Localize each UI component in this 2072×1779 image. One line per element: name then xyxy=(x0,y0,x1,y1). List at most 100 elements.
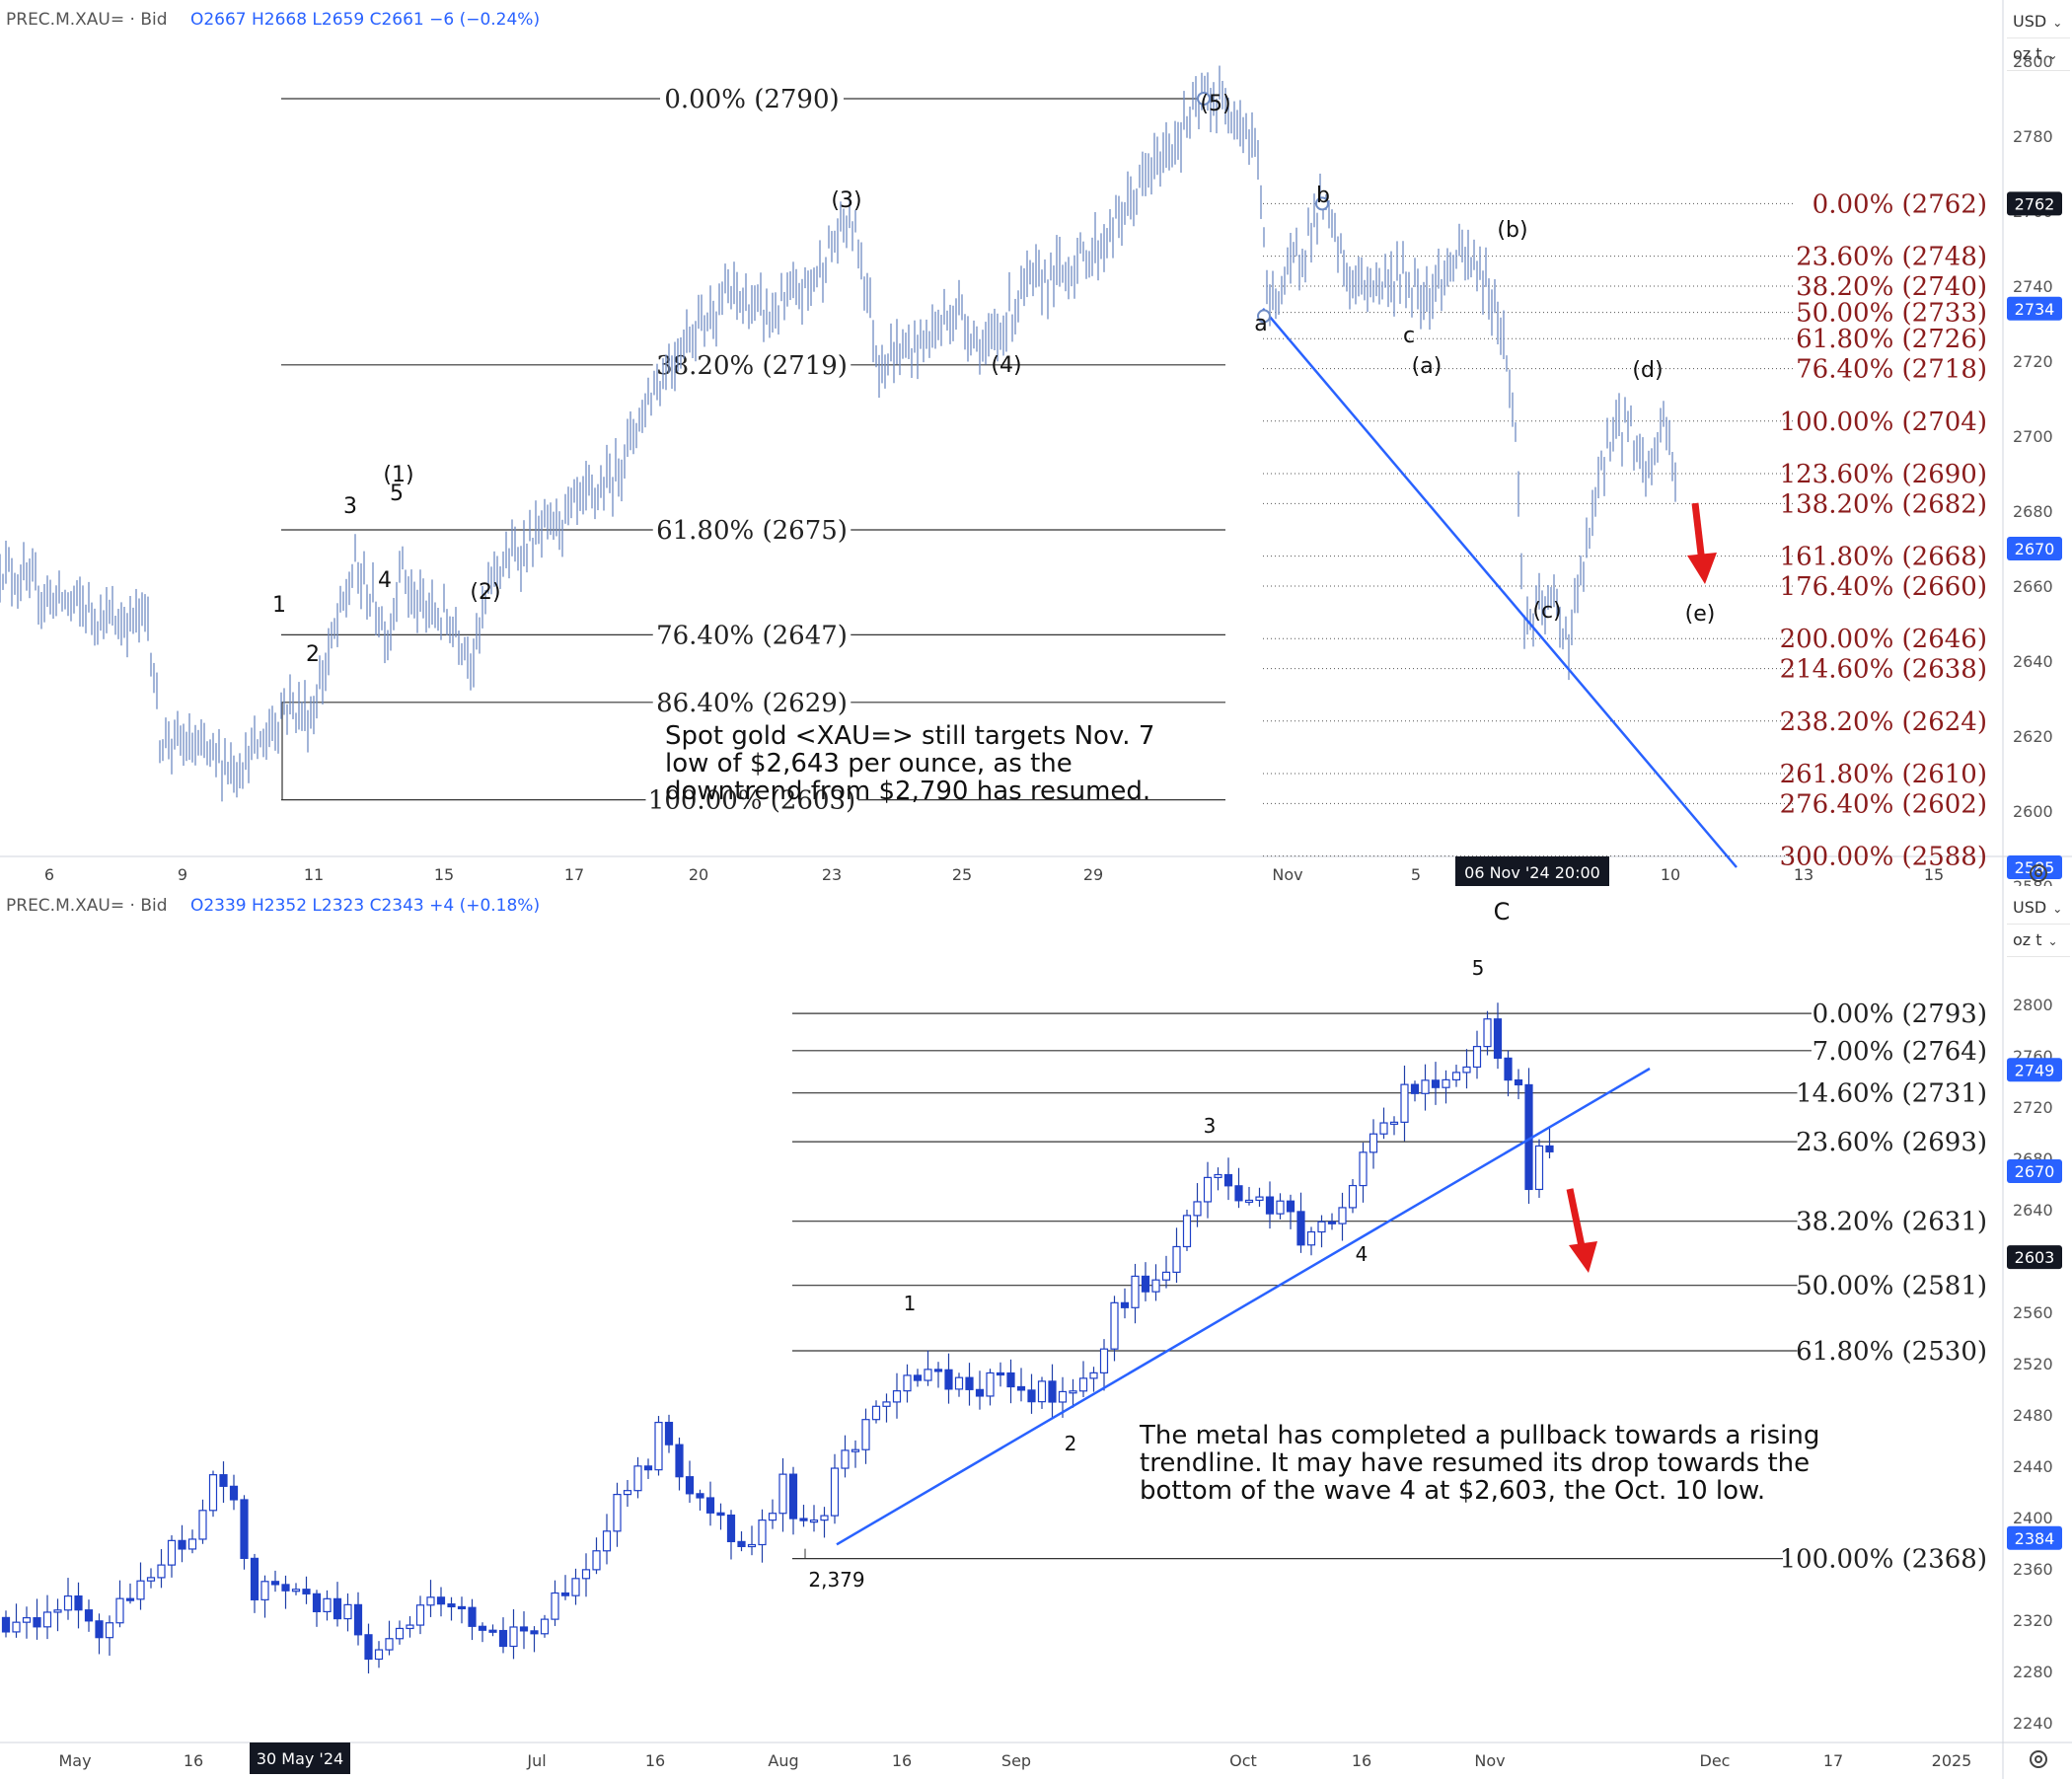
price-tick-label: 2360 xyxy=(2013,1560,2053,1579)
wave-label: 2 xyxy=(306,642,320,667)
candle-body xyxy=(1431,1079,1441,1088)
bottom-chart-panel[interactable]: 2800276027202680264026002560252024802440… xyxy=(0,886,2072,1779)
candle-body xyxy=(685,1476,695,1495)
candle-body xyxy=(115,1597,124,1624)
candle-body xyxy=(406,1624,414,1630)
candle-body xyxy=(778,1473,787,1515)
fib-level-label: 38.20% (2719) xyxy=(656,351,848,381)
top-chart-panel[interactable]: 2800278027602740272027002680266026402620… xyxy=(0,0,2072,886)
candle-body xyxy=(820,1515,829,1521)
top-weight-select[interactable]: oz t ⌄ xyxy=(2007,38,2070,71)
candle-body xyxy=(167,1539,177,1566)
candle-body xyxy=(1317,1221,1326,1233)
candle-body xyxy=(509,1626,518,1648)
fib-level-label: 7.00% (2764) xyxy=(1813,1037,1987,1067)
price-tick-label: 2800 xyxy=(2013,52,2053,71)
fib-level-label: 76.40% (2647) xyxy=(656,621,848,650)
candle-body xyxy=(1286,1200,1295,1213)
fib-ext-label: 276.40% (2602) xyxy=(1780,789,1987,819)
fib-ext-label: 61.80% (2726) xyxy=(1796,325,1987,354)
top-price-source: Bid xyxy=(140,10,168,30)
candle-body xyxy=(954,1376,964,1390)
candle-body xyxy=(592,1550,601,1571)
wave-label: C xyxy=(1494,898,1511,926)
candle-body xyxy=(498,1629,508,1648)
candle-body xyxy=(1244,1199,1254,1204)
candle-body xyxy=(415,1604,425,1626)
candle-body xyxy=(643,1465,653,1471)
candle-body xyxy=(1410,1083,1420,1094)
gear-icon-ring xyxy=(2030,1750,2047,1768)
candle-body xyxy=(22,1617,32,1623)
candle-body xyxy=(374,1649,384,1661)
wave-label: b xyxy=(1316,184,1330,208)
time-tick-label: 25 xyxy=(952,865,972,884)
candle-body xyxy=(291,1589,301,1593)
daily-candlestick-chart[interactable]: 2800276027202680264026002560252024802440… xyxy=(0,886,2072,1779)
candle-body xyxy=(913,1374,923,1381)
fib-ext-label: 50.00% (2733) xyxy=(1796,299,1987,329)
fib-level-label: 0.00% (2793) xyxy=(1813,1000,1987,1029)
chevron-down-icon: ⌄ xyxy=(2047,48,2058,62)
candle-body xyxy=(933,1369,943,1372)
candle-body xyxy=(250,1557,259,1600)
wave-label: 2 xyxy=(1065,1432,1077,1455)
bottom-weight-select[interactable]: oz t ⌄ xyxy=(2007,925,2070,957)
candle-body xyxy=(1400,1083,1409,1123)
candle-body xyxy=(1223,1173,1233,1187)
price-badge xyxy=(2007,537,2062,560)
fib-label-bg xyxy=(660,85,844,112)
candle-body xyxy=(861,1419,870,1450)
bottom-unit-selector[interactable]: USD ⌄ oz t ⌄ xyxy=(2007,892,2070,957)
top-currency-select[interactable]: USD ⌄ xyxy=(2007,6,2070,38)
candle-body xyxy=(323,1597,332,1613)
candle-body xyxy=(1296,1211,1305,1246)
candle-body xyxy=(571,1578,580,1596)
time-tick-label: 10 xyxy=(1661,865,1680,884)
fib-ext-label: 123.60% (2690) xyxy=(1780,460,1987,489)
price-badge-label: 2603 xyxy=(2015,1248,2055,1267)
wave-label: (4) xyxy=(991,353,1021,378)
wave-label: (d) xyxy=(1632,358,1663,383)
fib-level-label: 38.20% (2631) xyxy=(1796,1208,1987,1237)
candle-body xyxy=(944,1369,953,1390)
candle-body xyxy=(1120,1301,1130,1308)
price-tick-label: 2520 xyxy=(2013,1355,2053,1373)
top-unit-selector[interactable]: USD ⌄ oz t ⌄ xyxy=(2007,6,2070,71)
red-arrow-head xyxy=(1569,1241,1597,1273)
candle-body xyxy=(447,1603,456,1608)
candle-body xyxy=(426,1596,435,1606)
candle-body xyxy=(716,1512,725,1517)
fib-ext-label: 76.40% (2718) xyxy=(1796,355,1987,385)
candle-body xyxy=(1214,1173,1222,1178)
wave-label: a xyxy=(1254,312,1267,336)
time-tick-label: 29 xyxy=(1083,865,1103,884)
candle-body xyxy=(1359,1151,1368,1187)
intraday-chart[interactable]: 2800278027602740272027002680266026402620… xyxy=(0,0,2072,886)
candle-body xyxy=(53,1609,62,1613)
fib-level-label: 100.00% (2368) xyxy=(1780,1545,1987,1575)
top-symbol-bar: PREC.M.XAU= · Bid O2667 H2668 L2659 C266… xyxy=(6,10,541,30)
bottom-symbol-bar: PREC.M.XAU= · Bid O2339 H2352 L2323 C234… xyxy=(6,896,541,916)
pivot-marker xyxy=(1197,92,1211,106)
candle-body xyxy=(871,1405,881,1421)
price-tick-label: 2780 xyxy=(2013,127,2053,146)
candle-body xyxy=(1462,1066,1471,1074)
candle-body xyxy=(364,1634,373,1661)
annotation-line: bottom of the wave 4 at $2,603, the Oct.… xyxy=(1140,1476,1765,1506)
price-tick-label: 2740 xyxy=(2013,277,2053,296)
candle-body xyxy=(986,1371,995,1397)
bottom-currency-select[interactable]: USD ⌄ xyxy=(2007,892,2070,925)
time-tick-label: Nov xyxy=(1272,865,1302,884)
gear-icon-hub xyxy=(2035,869,2042,877)
candle-body xyxy=(975,1388,985,1397)
time-tick-label: 15 xyxy=(1924,865,1944,884)
top-ohlc: O2667 H2668 L2659 C2661 −6 (−0.24%) xyxy=(189,10,541,30)
candle-body xyxy=(1078,1377,1088,1392)
candle-body xyxy=(229,1485,239,1501)
candle-body xyxy=(1141,1275,1150,1293)
candle-body xyxy=(737,1540,746,1547)
candle-body xyxy=(33,1617,41,1628)
price-badge-label: 2762 xyxy=(2015,194,2055,213)
candle-body xyxy=(1483,1018,1492,1048)
